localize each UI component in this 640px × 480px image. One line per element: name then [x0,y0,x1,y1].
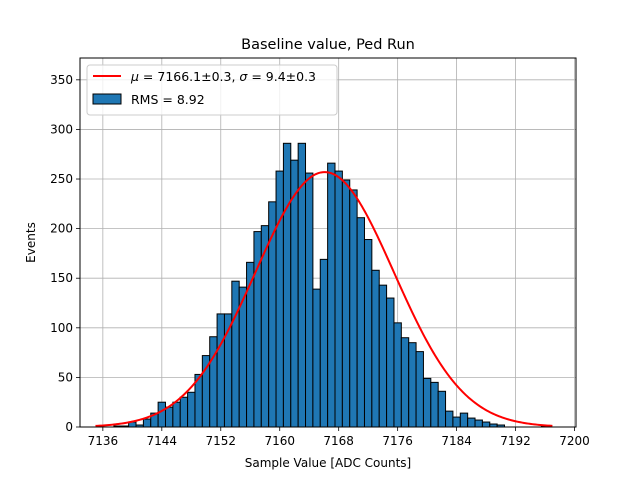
histogram-bar [437,390,447,428]
y-tick-label-4: 200 [50,222,73,236]
histogram-bar [422,377,432,428]
histogram-bar [216,313,225,428]
x-tick-label-6: 7184 [441,434,472,448]
x-tick-label-3: 7160 [264,434,295,448]
histogram-bar [305,172,314,428]
histogram-bar [238,286,248,428]
histogram-bar [415,351,424,428]
y-tick-label-1: 50 [58,370,73,384]
histogram-bar [400,337,410,428]
x-tick-label-0: 7136 [88,434,119,448]
histogram-bar [341,179,351,428]
histogram-bar [474,419,483,428]
histogram-bar [231,280,240,428]
x-tick-label-1: 7144 [147,434,178,448]
y-tick-label-7: 350 [50,73,73,87]
histogram-bar [378,284,388,428]
histogram-bar [467,417,476,428]
y-tick-label-2: 100 [50,321,73,335]
histogram-bar [201,355,211,428]
histogram-bar [393,322,402,428]
histogram-bar [164,406,174,428]
histogram-bar [312,288,321,428]
histogram-bar [319,258,329,428]
histogram-bar [408,342,417,428]
y-axis-title: Events [24,222,38,263]
legend-histogram-swatch [92,93,122,105]
legend-fit-label: μ = 7166.1±0.3, σ = 9.4±0.3 [130,69,316,84]
histogram-bar [363,239,373,428]
histogram-bar [430,381,439,428]
x-tick-label-8: 7200 [559,434,590,448]
histogram-bar [452,416,461,428]
histogram-bar [172,401,181,428]
histogram-bar [187,391,196,428]
histogram-bar [142,418,152,428]
chart-title: Baseline value, Ped Run [241,37,415,53]
histogram-bar [459,412,469,428]
x-tick-label-7: 7192 [500,434,531,448]
x-tick-label-5: 7176 [382,434,413,448]
legend-histogram-label: RMS = 8.92 [131,92,205,107]
histogram-bar [275,170,284,428]
histogram-bar [327,162,336,428]
histogram-bar [334,170,343,428]
histogram-bar [371,269,380,428]
x-tick-label-2: 7152 [205,434,236,448]
histogram-bar [179,396,189,428]
histogram-bar [386,297,395,428]
histogram-bar [246,261,255,428]
histogram-bar [282,142,292,428]
histogram-bar [349,189,358,428]
legend-box [86,64,338,116]
x-axis-ticks: 7136 7144 7152 7160 7168 7176 7184 7192 7200 [88,427,590,448]
histogram-bar [157,401,166,428]
fit-curve [95,171,553,427]
y-tick-label-6: 300 [50,122,73,136]
y-tick-label-3: 150 [50,271,73,285]
legend: μ = 7166.1±0.3, σ = 9.4±0.3 RMS = 8.92 [86,64,338,116]
x-tick-label-4: 7168 [323,434,354,448]
y-tick-label-5: 250 [50,172,73,186]
histogram-bar [209,336,218,428]
histogram-bar [445,410,454,428]
histogram-bar [481,421,491,428]
y-tick-label-0: 0 [65,420,73,434]
x-axis-title: Sample Value [ADC Counts] [245,456,411,470]
histogram-bar [356,217,365,428]
y-axis-ticks: 0 50 100 150 200 250 300 350 [50,73,80,434]
histogram-bars [113,142,550,428]
plot-frame [79,57,577,428]
